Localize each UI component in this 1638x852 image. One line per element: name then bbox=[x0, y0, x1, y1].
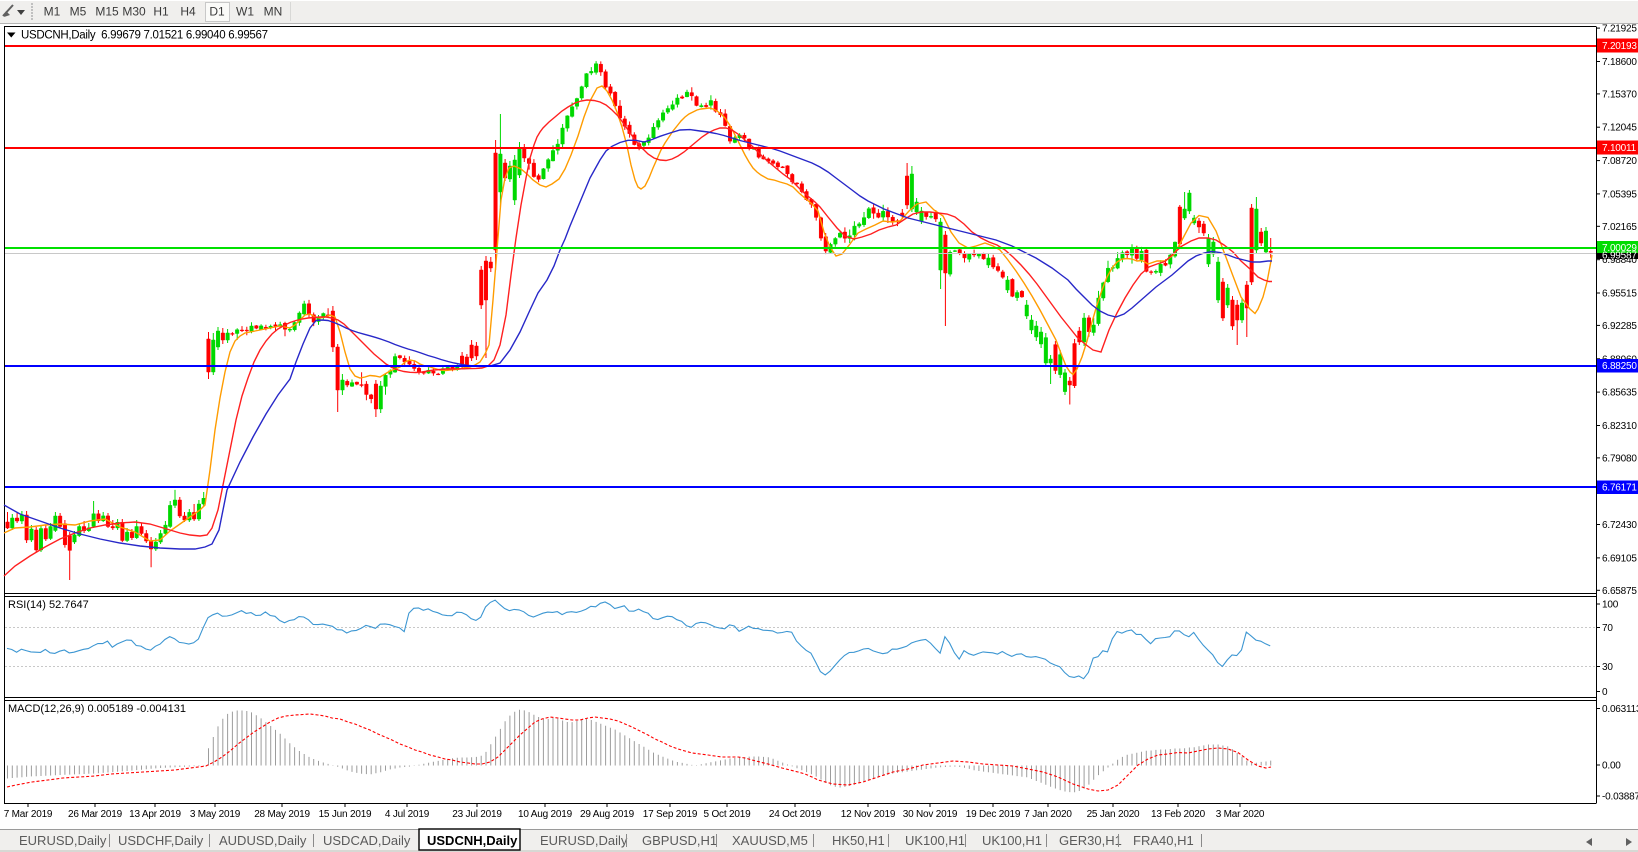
svg-text:6.65875: 6.65875 bbox=[1602, 586, 1637, 597]
svg-text:19 Dec 2019: 19 Dec 2019 bbox=[966, 809, 1021, 820]
svg-text:0: 0 bbox=[1602, 687, 1608, 698]
svg-text:7.10011: 7.10011 bbox=[1602, 143, 1637, 154]
svg-text:6.99587: 6.99587 bbox=[1602, 251, 1637, 262]
svg-text:UK100,H1: UK100,H1 bbox=[982, 833, 1042, 848]
svg-text:6.76171: 6.76171 bbox=[1602, 483, 1637, 494]
svg-text:6.95515: 6.95515 bbox=[1602, 289, 1637, 300]
svg-text:7.20193: 7.20193 bbox=[1602, 41, 1637, 52]
svg-text:7.00029: 7.00029 bbox=[1602, 243, 1637, 254]
svg-text:USDCNH,Daily: USDCNH,Daily bbox=[427, 833, 518, 848]
svg-text:GBPUSD,H1: GBPUSD,H1 bbox=[642, 833, 717, 848]
svg-text:USDCHF,Daily: USDCHF,Daily bbox=[118, 833, 204, 848]
svg-text:7.15370: 7.15370 bbox=[1602, 89, 1637, 100]
svg-text:30: 30 bbox=[1602, 662, 1613, 673]
svg-text:5 Oct 2019: 5 Oct 2019 bbox=[704, 809, 752, 820]
svg-text:23 Jul 2019: 23 Jul 2019 bbox=[452, 809, 502, 820]
svg-text:7.08720: 7.08720 bbox=[1602, 156, 1637, 167]
svg-text:M30: M30 bbox=[122, 5, 146, 19]
svg-text:USDCNH,Daily 6.99679 7.01521: USDCNH,Daily 6.99679 7.01521 6.99040 6.9… bbox=[21, 30, 268, 42]
svg-text:15 Jun 2019: 15 Jun 2019 bbox=[319, 809, 372, 820]
svg-text:-0.038872: -0.038872 bbox=[1602, 792, 1638, 803]
svg-text:RSI(14) 52.7647: RSI(14) 52.7647 bbox=[8, 599, 89, 611]
svg-text:6.69105: 6.69105 bbox=[1602, 553, 1637, 564]
svg-text:70: 70 bbox=[1602, 623, 1613, 634]
svg-text:17 Sep 2019: 17 Sep 2019 bbox=[643, 809, 698, 820]
svg-text:EURUSD,Daily: EURUSD,Daily bbox=[19, 833, 107, 848]
svg-text:GER30,H1: GER30,H1 bbox=[1059, 833, 1122, 848]
svg-text:H1: H1 bbox=[153, 5, 169, 19]
svg-text:6.72430: 6.72430 bbox=[1602, 520, 1637, 531]
svg-text:6.92285: 6.92285 bbox=[1602, 321, 1637, 332]
svg-text:M5: M5 bbox=[70, 5, 87, 19]
svg-text:HK50,H1: HK50,H1 bbox=[832, 833, 885, 848]
svg-text:29 Aug 2019: 29 Aug 2019 bbox=[580, 809, 635, 820]
svg-text:6.98840: 6.98840 bbox=[1602, 255, 1637, 266]
svg-text:UK100,H1: UK100,H1 bbox=[905, 833, 965, 848]
svg-text:FRA40,H1: FRA40,H1 bbox=[1133, 833, 1194, 848]
svg-text:6.88250: 6.88250 bbox=[1602, 361, 1637, 372]
svg-text:0.00: 0.00 bbox=[1602, 761, 1621, 772]
svg-text:24 Oct 2019: 24 Oct 2019 bbox=[769, 809, 822, 820]
svg-text:7 Jan 2020: 7 Jan 2020 bbox=[1024, 809, 1072, 820]
svg-text:0.063113: 0.063113 bbox=[1602, 704, 1638, 715]
svg-text:6.79080: 6.79080 bbox=[1602, 453, 1637, 464]
svg-text:XAUUSD,M5: XAUUSD,M5 bbox=[732, 833, 808, 848]
svg-text:EURUSD,Daily: EURUSD,Daily bbox=[540, 833, 628, 848]
svg-text:MACD(12,26,9) 0.005189 -0.0041: MACD(12,26,9) 0.005189 -0.004131 bbox=[8, 703, 186, 715]
svg-text:7.21925: 7.21925 bbox=[1602, 24, 1637, 35]
svg-text:13 Feb 2020: 13 Feb 2020 bbox=[1151, 809, 1206, 820]
svg-text:7.18600: 7.18600 bbox=[1602, 57, 1637, 68]
svg-text:10 Aug 2019: 10 Aug 2019 bbox=[518, 809, 573, 820]
svg-text:28 May 2019: 28 May 2019 bbox=[254, 809, 310, 820]
svg-text:USDCAD,Daily: USDCAD,Daily bbox=[323, 833, 411, 848]
svg-text:7.02165: 7.02165 bbox=[1602, 222, 1637, 233]
svg-text:M15: M15 bbox=[95, 5, 119, 19]
svg-text:12 Nov 2019: 12 Nov 2019 bbox=[841, 809, 896, 820]
svg-text:3 May 2019: 3 May 2019 bbox=[190, 809, 241, 820]
svg-text:AUDUSD,Daily: AUDUSD,Daily bbox=[219, 833, 307, 848]
svg-text:7.05395: 7.05395 bbox=[1602, 189, 1637, 200]
svg-text:D1: D1 bbox=[209, 5, 225, 19]
svg-text:M1: M1 bbox=[44, 5, 61, 19]
svg-text:3 Mar 2020: 3 Mar 2020 bbox=[1216, 809, 1265, 820]
svg-text:30 Nov 2019: 30 Nov 2019 bbox=[903, 809, 958, 820]
svg-text:6.85635: 6.85635 bbox=[1602, 388, 1637, 399]
svg-text:MN: MN bbox=[264, 5, 283, 19]
svg-text:4 Jul 2019: 4 Jul 2019 bbox=[385, 809, 430, 820]
svg-text:100: 100 bbox=[1602, 600, 1619, 611]
svg-text:26 Mar 2019: 26 Mar 2019 bbox=[68, 809, 123, 820]
svg-text:13 Apr 2019: 13 Apr 2019 bbox=[129, 809, 181, 820]
svg-text:7.12045: 7.12045 bbox=[1602, 123, 1637, 134]
svg-text:25 Jan 2020: 25 Jan 2020 bbox=[1087, 809, 1140, 820]
svg-text:7 Mar 2019: 7 Mar 2019 bbox=[4, 809, 53, 820]
svg-text:W1: W1 bbox=[236, 5, 254, 19]
svg-text:6.82310: 6.82310 bbox=[1602, 421, 1637, 432]
svg-text:H4: H4 bbox=[180, 5, 196, 19]
